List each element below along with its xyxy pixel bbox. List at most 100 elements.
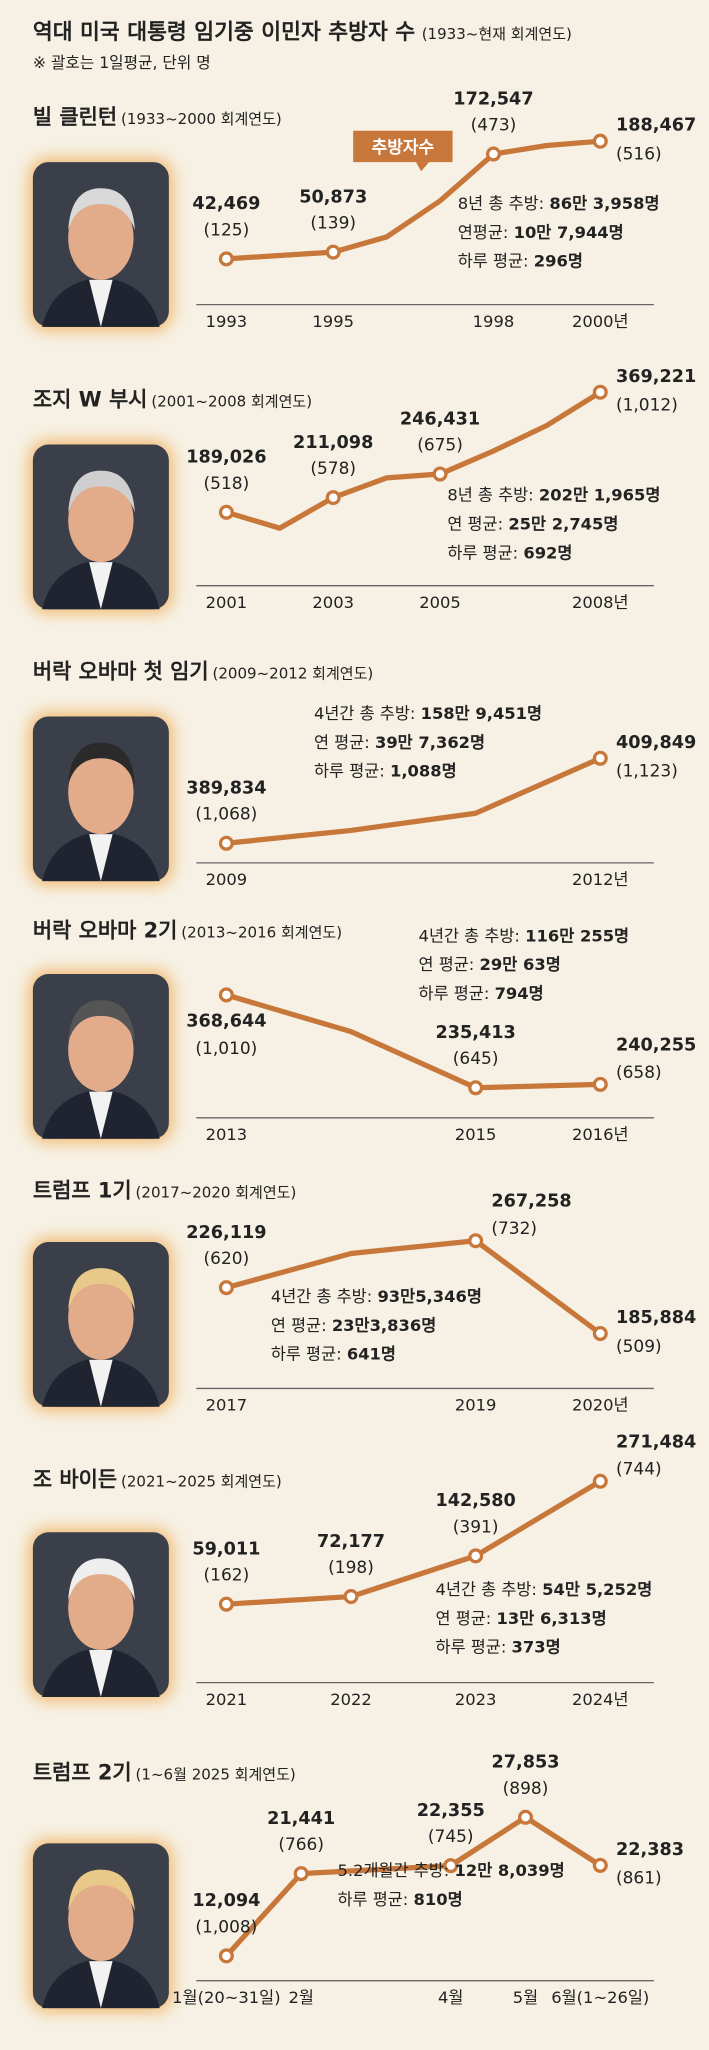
daily-label: (578) [310,459,356,479]
photo-shirt [89,1091,113,1139]
data-point [293,1866,309,1882]
panel-title-text: 트럼프 1기 [33,1179,132,1203]
stat-value: 25만 2,745명 [508,514,618,533]
x-tick-label: 2016년 [572,1125,629,1144]
daily-label: (1,012) [616,396,678,416]
data-point [592,1326,608,1342]
value-label: 50,873 [299,187,367,207]
photo-face [68,1008,134,1092]
stat-line: 하루 평균: 1,088명 [314,762,457,781]
value-label: 235,413 [436,1023,516,1043]
value-label: 409,849 [616,733,696,753]
x-tick-label: 2020년 [572,1396,629,1415]
stat-value: 810명 [414,1890,463,1909]
daily-label: (139) [310,214,356,234]
x-tick-label: 4월 [438,1988,463,2007]
data-point [218,987,234,1003]
stat-line: 8년 총 추방: 86만 3,958명 [458,194,660,213]
stat-label: 하루 평균: [271,1345,342,1364]
panel-title-text: 조 바이든 [33,1468,117,1492]
panel-subtitle: (2017~2020 회계연도) [136,1184,297,1202]
data-line [225,389,602,531]
panel-title: 트럼프 1기 (2017~2020 회계연도) [33,1179,296,1203]
photo-face [68,1276,134,1360]
photo-hair [68,742,135,785]
daily-label: (125) [204,220,250,240]
stat-line: 하루 평균: 641명 [271,1345,396,1364]
panel-subtitle: (2009~2012 회계연도) [213,665,374,683]
x-tick-label: 1월(20~31일) [172,1988,280,2007]
photo-hair [68,1558,135,1601]
stat-value: 373명 [512,1638,561,1657]
stat-value: 13만 6,313명 [497,1609,607,1628]
panel-subtitle: (1~6월 2025 회계연도) [136,1765,296,1783]
panel-title-text: 빌 클린턴 [33,105,117,129]
daily-label: (645) [453,1049,499,1069]
stat-label: 8년 총 추방: [458,194,544,213]
daily-label: (198) [328,1558,374,1578]
value-label: 42,469 [192,194,260,214]
x-tick-label: 2017 [206,1396,248,1415]
stat-value: 1,088명 [390,762,457,781]
photo-shirt [89,1649,113,1698]
stat-line: 4년간 총 추방: 116만 255명 [419,926,630,945]
stat-line: 연 평균: 13만 6,313명 [436,1609,607,1628]
data-point [218,504,234,520]
stat-label: 연 평균: [419,955,475,974]
value-label: 72,177 [317,1532,385,1552]
stat-value: 10만 7,944명 [514,223,624,242]
value-label: 211,098 [293,433,373,453]
stat-label: 연평균: [458,223,509,242]
stat-label: 하루 평균: [458,252,529,271]
x-tick-label: 2000년 [572,312,629,331]
daily-label: (620) [204,1249,250,1269]
value-label: 271,484 [616,1432,696,1452]
photo-face [68,1877,134,1962]
stat-label: 하루 평균: [447,543,518,562]
photo-face [68,196,134,280]
stat-label: 4년간 총 추방: [419,926,520,945]
daily-label: (744) [616,1460,662,1480]
panel-title-text: 트럼프 2기 [33,1760,132,1784]
stat-label: 4년간 총 추방: [436,1580,537,1599]
daily-label: (1,123) [616,762,678,782]
data-line [225,992,601,1091]
value-label: 246,431 [400,409,480,429]
panel-title-text: 조지 W 부시 [33,388,148,412]
panel-title: 버락 오바마 2기 (2013~2016 회계연도) [33,918,342,942]
daily-label: (658) [616,1063,662,1083]
data-point [468,1080,484,1096]
value-label: 240,255 [616,1035,696,1055]
value-label: 267,258 [491,1192,571,1212]
data-point [218,1596,234,1612]
data-point [218,1948,234,1964]
x-tick-label: 2008년 [572,593,629,612]
photo-hair [68,470,135,513]
value-label: 369,221 [616,367,696,387]
data-point [443,1858,459,1874]
data-line [226,755,602,846]
data-point [592,133,608,149]
title: 역대 미국 대통령 임기중 이민자 추방자 수 [33,20,415,45]
value-label: 22,355 [417,1801,485,1821]
subtitle: (1933~현재 회계연도) [422,25,572,43]
daily-label: (861) [616,1869,662,1889]
panel-title: 버락 오바마 첫 임기 (2009~2012 회계연도) [33,660,373,684]
x-tick-label: 2022 [330,1690,372,1709]
photo-shirt [89,562,113,610]
panel-title: 트럼프 2기 (1~6월 2025 회계연도) [33,1760,296,1784]
x-tick-label: 2005 [419,593,461,612]
stat-line: 하루 평균: 373명 [436,1638,561,1657]
x-tick-label: 2024년 [572,1690,629,1709]
photo-hair [68,1000,135,1042]
annotation-pointer [415,162,430,172]
daily-label: (518) [204,474,250,494]
stat-value: 116만 255명 [525,926,629,945]
panel-subtitle: (2021~2025 회계연도) [121,1473,282,1491]
data-line [224,1814,602,1958]
x-tick-label: 1995 [312,312,354,331]
photo-hair [68,1268,135,1311]
annotation-box [353,130,453,163]
photo-face [68,750,134,835]
